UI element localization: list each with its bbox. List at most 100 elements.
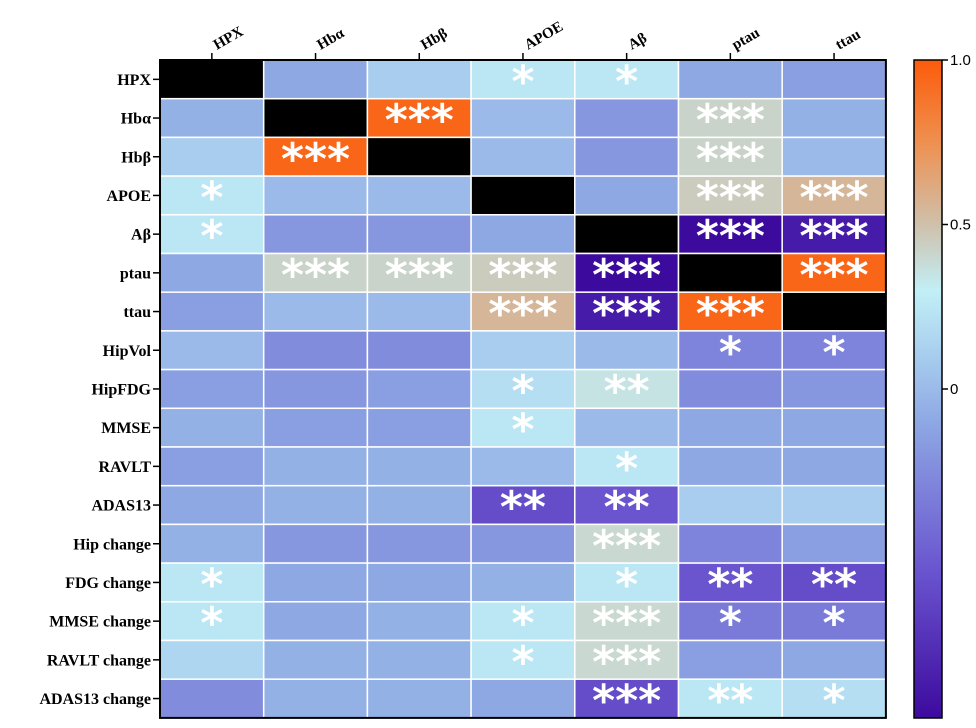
cell-r10-c1	[262, 446, 369, 487]
cell-r4-c3	[470, 214, 576, 255]
significance-star-r13-c4: *	[615, 559, 638, 610]
colorbar-ticks: 1.0 0.5 0	[942, 52, 971, 398]
cell-r13-c6	[781, 562, 887, 603]
cell-r16-c0	[159, 678, 265, 719]
row-label: Hbβ	[121, 149, 151, 166]
cell-r4-c1	[262, 214, 369, 255]
cell-r2-c2	[366, 136, 472, 177]
cell-r12-c4	[574, 523, 680, 564]
cell-r1-c0	[159, 97, 265, 139]
cell-r4-c2	[366, 214, 472, 255]
significance-star-r3-c6: ***	[800, 172, 869, 223]
cell-r9-c1	[262, 407, 369, 448]
cell-r0-c5	[677, 59, 783, 100]
cell-r16-c5	[677, 678, 783, 719]
column-label: Aβ	[626, 30, 650, 53]
cell-r3-c1	[262, 175, 369, 216]
cell-r7-c4	[574, 330, 680, 371]
colorbar-tick-label: 0.5	[950, 217, 971, 234]
cell-r14-c2	[366, 601, 472, 642]
cell-r11-c4	[574, 484, 680, 526]
cell-r16-c1	[262, 678, 369, 719]
heatmap-frame	[159, 59, 887, 719]
significance-star-r10-c4: *	[615, 443, 638, 494]
significance-star-r7-c6: *	[823, 327, 846, 378]
row-label: RAVLT	[99, 459, 152, 476]
column-label: Hbβ	[418, 26, 450, 54]
cell-r2-c6	[781, 136, 887, 177]
cell-r1-c1	[262, 97, 369, 139]
cell-r11-c5	[677, 484, 783, 526]
cell-r14-c3	[470, 601, 576, 642]
significance-star-r9-c3: *	[511, 405, 534, 456]
cell-r7-c1	[262, 330, 369, 371]
cell-r3-c3	[470, 175, 576, 216]
cell-r4-c4	[574, 214, 680, 255]
cell-r13-c3	[470, 562, 576, 603]
cell-r13-c5	[677, 562, 783, 603]
cell-r15-c4	[574, 639, 680, 680]
significance-star-r0-c3: *	[511, 56, 534, 107]
row-label: HipVol	[103, 343, 152, 360]
cell-r11-c1	[262, 484, 369, 526]
cell-r16-c2	[366, 678, 472, 719]
cell-r13-c2	[366, 562, 472, 603]
cell-r9-c3	[470, 407, 576, 448]
cell-r11-c3	[470, 484, 576, 526]
cell-r1-c2	[366, 97, 472, 139]
significance-star-r14-c6: *	[823, 598, 846, 649]
cell-r10-c2	[366, 446, 472, 487]
cell-r14-c4	[574, 601, 680, 642]
significance-star-r6-c4: ***	[592, 289, 661, 340]
significance-star-r0-c4: *	[615, 56, 638, 107]
row-labels: HPX Hbα Hbβ APOE Aβ ptau ttau HipVol HipFDG MMSE R…	[39, 72, 160, 708]
cell-r13-c1	[262, 562, 369, 603]
cell-r15-c6	[781, 639, 887, 680]
cell-r12-c1	[262, 523, 369, 564]
cell-r2-c5	[677, 136, 783, 177]
significance-star-r5-c4: ***	[592, 250, 661, 301]
cell-r14-c5	[677, 601, 783, 642]
cell-r3-c0	[159, 175, 265, 216]
significance-star-r1-c2: ***	[385, 95, 454, 146]
significance-star-r5-c1: ***	[281, 250, 350, 301]
cell-r0-c0	[159, 59, 265, 100]
significance-star-r4-c0: *	[200, 211, 223, 262]
row-label: ADAS13 change	[39, 691, 151, 708]
cell-r8-c1	[262, 368, 369, 410]
cell-r9-c0	[159, 407, 265, 448]
cell-r12-c6	[781, 523, 887, 564]
cell-r6-c4	[574, 291, 680, 332]
significance-star-r4-c5: ***	[696, 211, 765, 262]
cell-r6-c2	[366, 291, 472, 332]
cell-r15-c1	[262, 639, 369, 680]
cell-r14-c6	[781, 601, 887, 642]
column-label: ttau	[833, 27, 863, 54]
row-label: FDG change	[65, 575, 151, 592]
cell-r7-c0	[159, 330, 265, 371]
cell-r8-c2	[366, 368, 472, 410]
cell-r13-c4	[574, 562, 680, 603]
cell-r9-c6	[781, 407, 887, 448]
cell-r12-c2	[366, 523, 472, 564]
significance-star-r14-c5: *	[719, 598, 742, 649]
significance-star-r4-c6: ***	[800, 211, 869, 262]
cell-r0-c1	[262, 59, 369, 100]
column-label: APOE	[522, 19, 566, 54]
significance-star-r15-c3: *	[511, 637, 534, 688]
row-label: Aβ	[131, 227, 151, 244]
row-label: ttau	[123, 304, 151, 321]
row-label: RAVLT change	[47, 652, 151, 669]
cell-r14-c0	[159, 601, 265, 642]
cell-r11-c2	[366, 484, 472, 526]
cell-r7-c2	[366, 330, 472, 371]
significance-star-r8-c3: *	[511, 366, 534, 417]
cell-r0-c2	[366, 59, 472, 100]
cell-r16-c6	[781, 678, 887, 719]
cell-r12-c3	[470, 523, 576, 564]
cell-r10-c3	[470, 446, 576, 487]
cell-r3-c6	[781, 175, 887, 216]
cell-r8-c4	[574, 368, 680, 410]
cell-r10-c0	[159, 446, 265, 487]
cell-r11-c0	[159, 484, 265, 526]
